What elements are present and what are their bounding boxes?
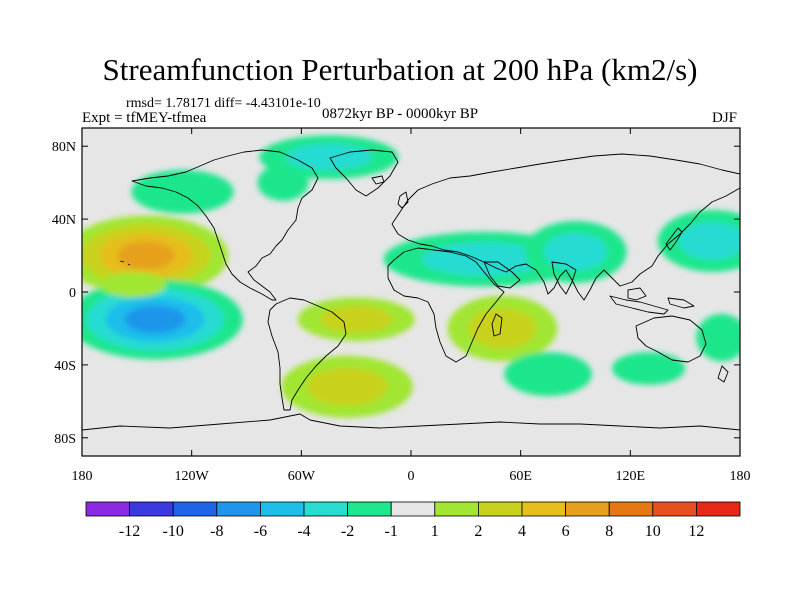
coastline-australia — [635, 315, 707, 363]
anomaly-contour — [504, 352, 592, 396]
colorbar-label: 6 — [562, 523, 570, 540]
anomaly-contour — [612, 352, 686, 385]
anomaly-contour — [124, 305, 186, 334]
coastline-south-america — [267, 297, 347, 411]
y-tick-label: 80S — [54, 432, 76, 447]
colorbar-swatch — [129, 501, 174, 517]
x-tick-label: 0 — [408, 469, 415, 484]
coastline-antarctica — [82, 413, 740, 431]
colorbar-label: -8 — [210, 523, 223, 540]
colorbar-label: -10 — [163, 523, 184, 540]
colorbar-swatch — [172, 501, 218, 517]
coastline-north-america — [131, 149, 319, 301]
y-tick-label: 80N — [52, 140, 76, 155]
anomaly-contour — [131, 169, 234, 214]
colorbar-swatch — [259, 501, 305, 517]
axis-ticks — [81, 128, 741, 456]
colorbar: -12 -10 -8 -6 -4 -2 -1 1 2 4 6 8 10 12 — [85, 501, 741, 540]
coastline-iceland — [371, 175, 385, 185]
colorbar-label: -4 — [297, 523, 310, 540]
x-tick-label: 120E — [616, 469, 646, 484]
coastline-hawaii — [119, 260, 131, 266]
axis-tick-labels: 180 120W 60W 0 60E 120E 180 80N 40N 0 40S 80S — [52, 140, 751, 484]
experiment-label: Expt = tfMEY-tfmea — [82, 110, 207, 126]
coastline-indonesia — [609, 295, 669, 315]
x-tick-label: 60W — [288, 469, 316, 484]
coastline-new-zealand — [717, 365, 729, 383]
anomaly-contour — [696, 313, 740, 362]
colorbar-swatch — [216, 501, 261, 517]
colorbar-label: -1 — [385, 523, 398, 540]
anomaly-contour — [100, 271, 167, 298]
y-tick-label: 0 — [69, 286, 76, 301]
coastline-eurasia — [391, 153, 740, 301]
colorbar-swatch — [696, 501, 741, 517]
coastline-madagascar — [491, 313, 503, 337]
x-tick-label: 60E — [509, 469, 532, 484]
colorbar-label: -6 — [254, 523, 267, 540]
colorbar-label: -2 — [341, 523, 354, 540]
y-tick-label: 40S — [54, 359, 76, 374]
colorbar-swatch — [652, 501, 697, 517]
season-label: DJF — [712, 110, 738, 126]
colorbar-swatch — [477, 501, 523, 517]
period-label: 0872kyr BP - 0000kyr BP — [322, 106, 479, 122]
anomaly-contour — [320, 305, 393, 333]
anomaly-contour — [117, 241, 175, 270]
y-tick-label: 40N — [52, 213, 76, 228]
x-tick-label: 180 — [730, 469, 751, 484]
anomaly-contour — [468, 308, 537, 349]
colorbar-label: 4 — [518, 523, 526, 540]
coastlines — [82, 149, 740, 431]
colorbar-label: 8 — [605, 523, 613, 540]
x-tick-label: 180 — [72, 469, 93, 484]
chart-title: Streamfunction Perturbation at 200 hPa (… — [102, 52, 698, 87]
anomaly-contour — [306, 367, 388, 406]
coastline-japan — [665, 227, 683, 251]
x-tick-label: 120W — [175, 469, 210, 484]
colorbar-swatch — [390, 501, 436, 517]
colorbar-label: -12 — [119, 523, 140, 540]
stats-line: rmsd= 1.78171 diff= -4.43101e-10 — [126, 96, 321, 111]
anomaly-contour — [544, 232, 607, 271]
colorbar-label: 12 — [688, 523, 704, 540]
anomaly-field — [82, 135, 740, 418]
colorbar-swatch — [521, 501, 566, 517]
colorbar-swatch — [608, 501, 654, 517]
colorbar-label: 1 — [431, 523, 439, 540]
anomaly-contour — [678, 221, 740, 261]
colorbar-swatch — [565, 501, 610, 517]
coastline-uk — [397, 191, 409, 209]
anomaly-contour — [286, 143, 372, 171]
coastline-africa — [387, 247, 505, 363]
anomaly-contour — [422, 242, 546, 277]
coastline-new-guinea — [667, 297, 695, 309]
anomaly-contour — [257, 164, 309, 201]
colorbar-label: 2 — [474, 523, 482, 540]
colorbar-swatch — [85, 501, 130, 517]
coastline-arabia — [483, 261, 521, 289]
colorbar-swatch — [303, 501, 348, 517]
colorbar-label: 10 — [645, 523, 661, 540]
coastline-india — [551, 261, 577, 295]
coastline-borneo — [627, 287, 647, 301]
colorbar-swatch — [434, 501, 479, 517]
colorbar-swatch — [347, 501, 392, 517]
